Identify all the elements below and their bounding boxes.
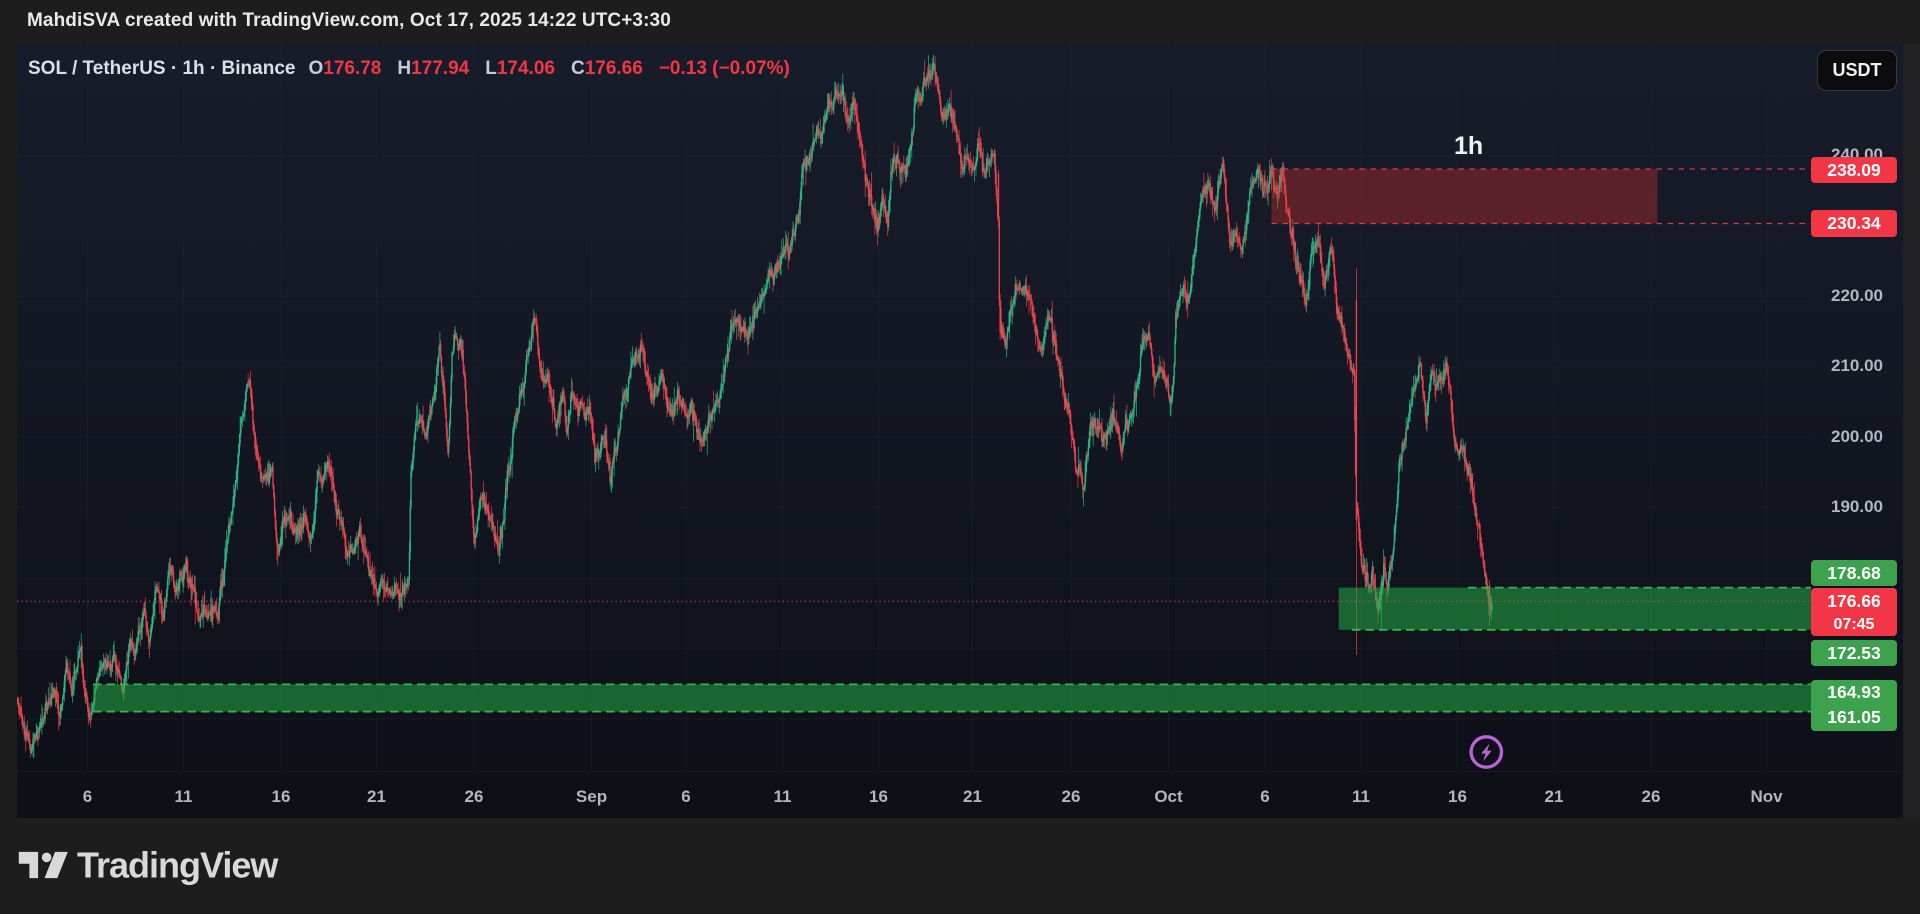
svg-text:21: 21: [367, 787, 386, 806]
svg-text:16: 16: [272, 787, 291, 806]
svg-text:11: 11: [774, 787, 792, 806]
svg-text:6: 6: [681, 787, 690, 806]
svg-text:26: 26: [465, 787, 484, 806]
svg-text:6: 6: [83, 787, 92, 806]
svg-text:TradingView: TradingView: [77, 845, 279, 886]
svg-text:16: 16: [869, 787, 888, 806]
svg-text:Sep: Sep: [576, 787, 607, 806]
svg-text:11: 11: [175, 787, 193, 806]
svg-text:21: 21: [1545, 787, 1564, 806]
svg-text:11: 11: [1352, 787, 1370, 806]
svg-text:16: 16: [1448, 787, 1467, 806]
svg-text:Nov: Nov: [1750, 787, 1783, 806]
svg-text:Oct: Oct: [1154, 787, 1183, 806]
svg-text:6: 6: [1260, 787, 1269, 806]
svg-text:26: 26: [1642, 787, 1661, 806]
svg-text:26: 26: [1062, 787, 1081, 806]
svg-text:21: 21: [963, 787, 982, 806]
